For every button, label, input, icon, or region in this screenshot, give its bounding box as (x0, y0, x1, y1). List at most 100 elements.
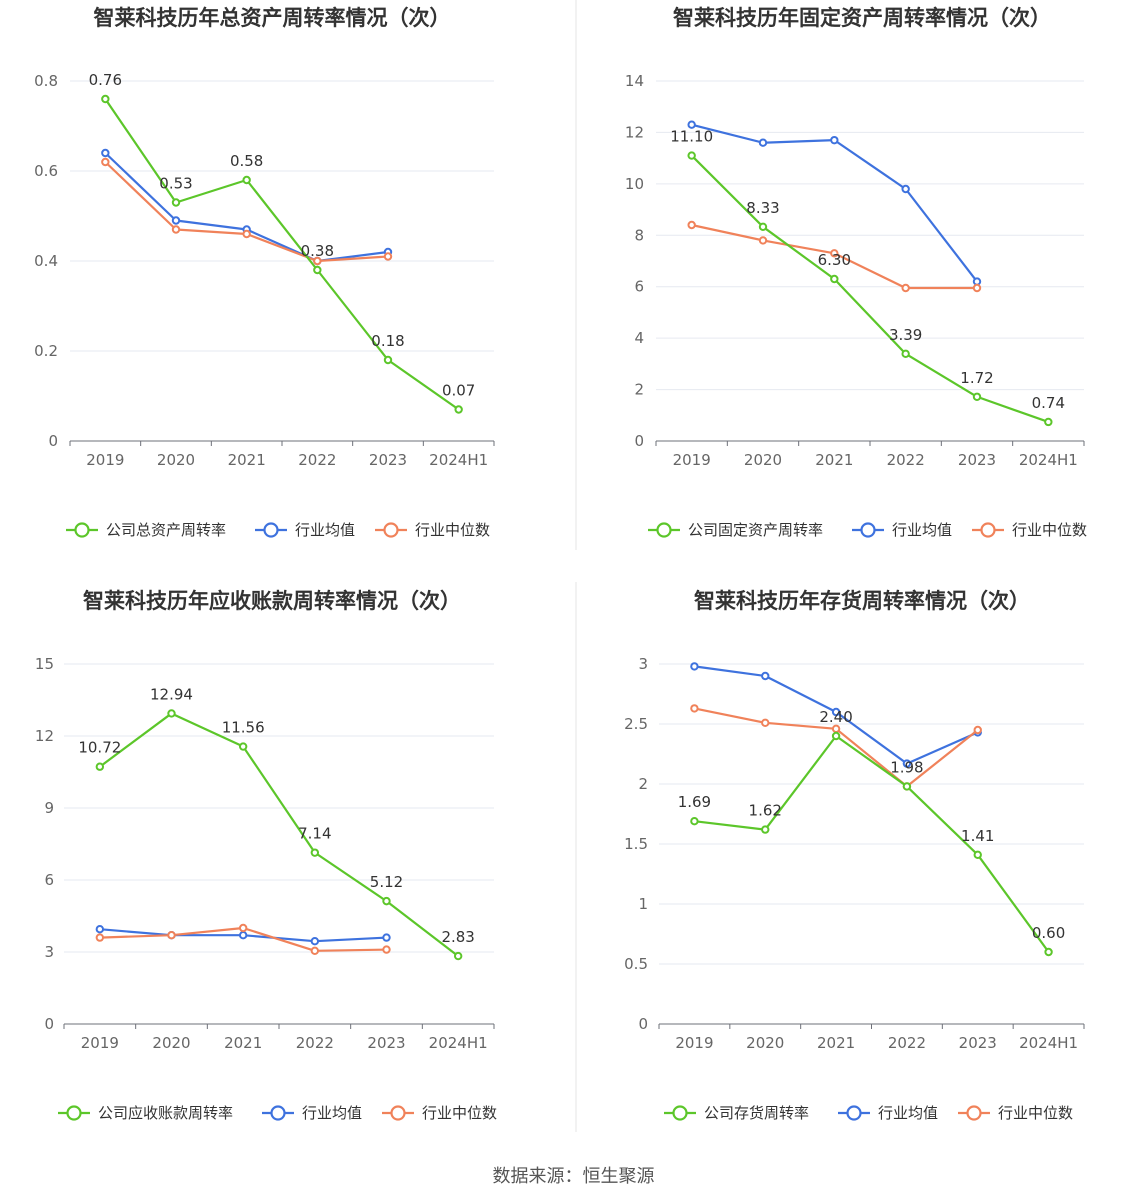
y-tick-label: 12 (625, 123, 644, 141)
legend-marker-icon (270, 1105, 286, 1121)
data-label: 1.62 (749, 802, 782, 820)
x-tick-label: 2021 (817, 1034, 855, 1052)
data-source-footer: 数据来源：恒生聚源 (492, 1166, 655, 1187)
data-point-median (830, 249, 839, 258)
x-tick-label: 2019 (86, 451, 124, 469)
data-point-median (973, 725, 982, 735)
y-tick-label: 2 (638, 775, 648, 793)
data-point-median (242, 229, 251, 239)
x-tick-label: 2019 (81, 1034, 119, 1052)
data-point-avg (901, 184, 910, 194)
data-point-median (687, 220, 696, 230)
data-point-avg (238, 931, 248, 940)
data-point-company (101, 94, 110, 104)
legend-marker-icon (383, 522, 399, 538)
data-point-avg (95, 925, 105, 934)
y-tick-label: 10 (625, 175, 644, 193)
data-point-company (758, 222, 768, 232)
x-tick-label: 2020 (746, 1034, 784, 1052)
x-tick-label: 2023 (367, 1034, 405, 1052)
data-point-company (382, 896, 391, 906)
data-point-company (95, 762, 105, 771)
y-tick-label: 0 (48, 432, 58, 450)
legend-label: 公司总资产周转率 (106, 521, 226, 539)
data-point-avg (761, 671, 770, 681)
x-tick-label: 2024H1 (429, 1034, 488, 1052)
y-tick-label: 14 (625, 72, 644, 90)
x-tick-label: 2023 (959, 1034, 997, 1052)
legend-marker-icon (966, 1105, 982, 1121)
series-line-company (104, 98, 460, 411)
chart-title: 智莱科技历年总资产周转率情况（次） (94, 6, 451, 30)
y-tick-label: 6 (634, 278, 644, 296)
legend-item-median[interactable]: 行业中位数 (972, 521, 1087, 539)
legend-item-avg[interactable]: 行业均值 (262, 1104, 362, 1122)
x-tick-label: 2023 (369, 451, 407, 469)
data-point-median (383, 252, 393, 261)
data-point-company (973, 850, 982, 859)
data-label: 11.56 (222, 719, 265, 737)
data-label: 12.94 (150, 685, 193, 703)
legend-label: 行业中位数 (415, 521, 490, 539)
legend-label: 公司固定资产周转率 (688, 521, 823, 539)
y-tick-label: 15 (35, 655, 54, 673)
data-point-avg (902, 759, 912, 768)
legend-item-avg[interactable]: 行业均值 (838, 1104, 938, 1122)
legend-label: 行业均值 (302, 1104, 362, 1122)
legend-label: 行业中位数 (1012, 521, 1087, 539)
x-tick-label: 2021 (815, 451, 853, 469)
x-tick-label: 2019 (673, 451, 711, 469)
data-label: 1.41 (961, 827, 994, 845)
data-point-avg (382, 933, 391, 942)
legend-marker-icon (846, 1105, 862, 1121)
x-tick-label: 2020 (152, 1034, 190, 1052)
legend-marker-icon (390, 1105, 406, 1121)
y-tick-label: 0 (638, 1015, 648, 1033)
x-tick-label: 2022 (296, 1034, 334, 1052)
y-tick-label: 0.5 (624, 955, 648, 973)
data-point-median (690, 704, 699, 713)
data-point-median (95, 933, 105, 942)
legend-item-company[interactable]: 公司存货周转率 (664, 1104, 809, 1122)
data-point-company (454, 405, 463, 414)
data-point-company (831, 731, 841, 741)
series-line-company (99, 712, 459, 957)
data-point-company (453, 951, 463, 961)
legend-item-median[interactable]: 行业中位数 (375, 521, 490, 539)
data-point-company (690, 817, 699, 826)
data-point-company (310, 848, 320, 857)
legend-item-company[interactable]: 公司固定资产周转率 (648, 521, 823, 539)
data-label: 5.12 (370, 873, 403, 891)
x-tick-label: 2024H1 (1019, 1034, 1078, 1052)
legend-item-median[interactable]: 行业中位数 (382, 1104, 497, 1122)
y-tick-label: 0.8 (34, 72, 58, 90)
data-label: 7.14 (298, 825, 331, 843)
legend-item-company[interactable]: 公司应收账款周转率 (58, 1104, 233, 1122)
data-point-median (758, 236, 768, 245)
data-label: 0.38 (301, 242, 334, 260)
data-point-company (687, 151, 696, 160)
legend-item-avg[interactable]: 行业均值 (852, 521, 952, 539)
x-tick-label: 2022 (888, 1034, 926, 1052)
data-point-company (313, 265, 322, 275)
legend-label: 公司应收账款周转率 (98, 1104, 233, 1122)
data-point-company (1044, 947, 1053, 957)
x-tick-label: 2020 (744, 451, 782, 469)
legend-marker-icon (656, 522, 672, 538)
legend-label: 公司存货周转率 (704, 1104, 809, 1122)
data-point-median (101, 157, 110, 167)
data-point-median (238, 923, 248, 933)
chart-4: 智莱科技历年存货周转率情况（次） 0 0.5 1 1.5 2 2.5 3 2019 2020 202… (624, 589, 1085, 1122)
legend-marker-icon (74, 522, 90, 538)
legend-item-company[interactable]: 公司总资产周转率 (66, 521, 226, 539)
legend-marker-icon (66, 1105, 82, 1121)
data-point-avg (101, 148, 110, 158)
y-tick-label: 9 (44, 799, 54, 817)
legend-label: 行业中位数 (998, 1104, 1073, 1122)
data-point-company (902, 782, 912, 791)
data-point-avg (687, 120, 696, 129)
legend-item-median[interactable]: 行业中位数 (958, 1104, 1073, 1122)
data-point-company (1044, 417, 1053, 427)
data-label: 0.58 (230, 152, 263, 170)
legend-item-avg[interactable]: 行业均值 (255, 521, 355, 539)
